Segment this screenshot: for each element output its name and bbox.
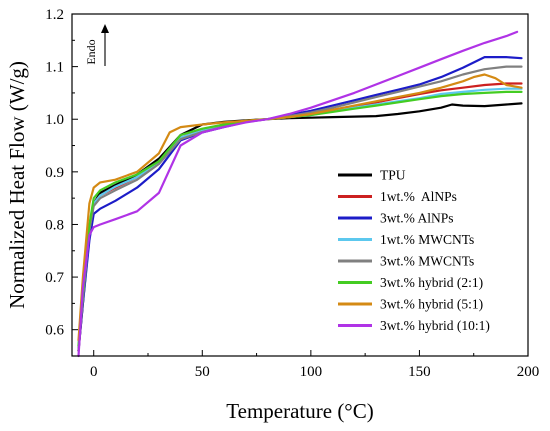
x-tick-label: 50 — [195, 364, 210, 380]
legend-label-3: 1wt.% MWCNTs — [380, 232, 474, 247]
legend-label-5: 3wt.% hybrid (2:1) — [380, 275, 483, 290]
legend-label-7: 3wt.% hybrid (10:1) — [380, 318, 490, 333]
endo-arrow-head — [101, 24, 109, 33]
legend-label-1: 1wt.% AlNPs — [380, 189, 457, 204]
y-tick-label: 1.2 — [45, 7, 64, 23]
series-line-0 — [77, 102, 523, 352]
series-line-7 — [77, 30, 519, 358]
y-axis-title: Normalized Heat Flow (W/g) — [5, 61, 29, 309]
x-tick-label: 100 — [300, 364, 323, 380]
legend-label-2: 3wt.% AlNPs — [380, 211, 454, 226]
legend-label-0: TPU — [380, 168, 406, 183]
y-tick-label: 0.6 — [45, 323, 64, 339]
x-tick-label: 200 — [517, 364, 540, 380]
legend-label-6: 3wt.% hybrid (5:1) — [380, 297, 483, 312]
legend: TPU 1wt.% AlNPs 3wt.% AlNPs 1wt.% MWCNTs 3wt… — [338, 168, 490, 333]
y-tick-label: 0.9 — [45, 165, 64, 181]
x-tick-label: 150 — [408, 364, 431, 380]
y-tick-label: 1.1 — [45, 60, 64, 76]
ticks-layer: 0 50 100 150 200 0.6 0.7 0.8 0.9 1.0 1.1 1.2 — [45, 7, 539, 380]
legend-label-4: 3wt.% MWCNTs — [380, 254, 474, 269]
y-tick-label: 0.8 — [45, 217, 64, 233]
x-tick-label: 0 — [90, 364, 98, 380]
y-tick-label: 0.7 — [45, 270, 64, 286]
plot-frame — [71, 13, 529, 357]
series-line-6 — [77, 73, 523, 342]
series-layer — [77, 30, 523, 358]
endo-label: Endo — [84, 39, 98, 64]
x-axis-title: Temperature (°C) — [226, 399, 373, 423]
y-tick-label: 1.0 — [45, 112, 64, 128]
endo-annotation: Endo — [84, 24, 109, 66]
